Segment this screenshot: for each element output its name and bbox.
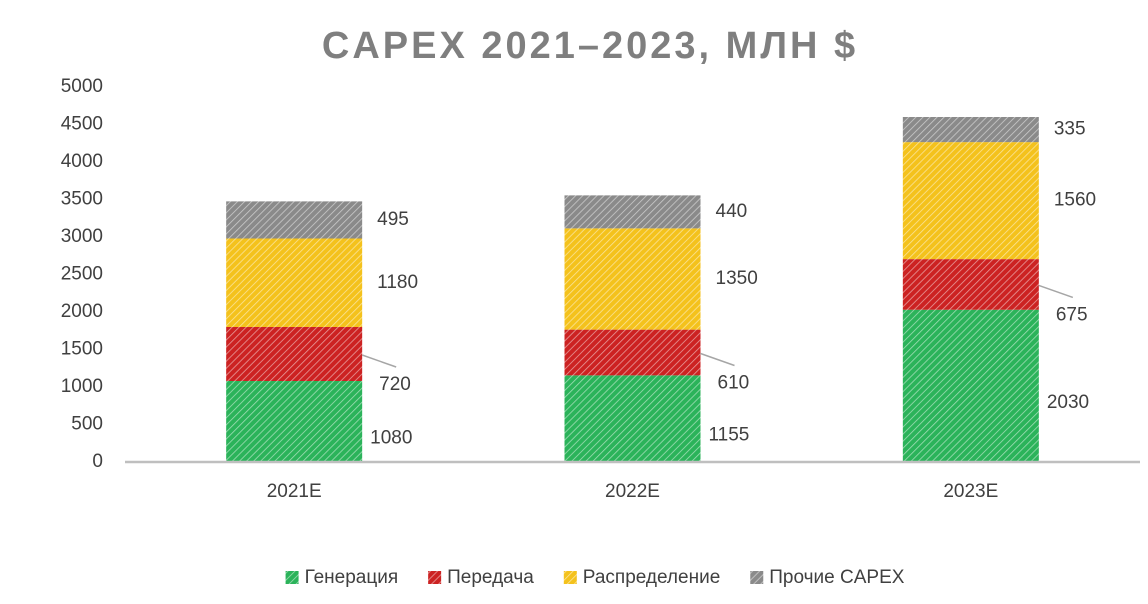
leader-line	[1038, 284, 1074, 299]
y-tick-label: 2000	[61, 301, 103, 322]
y-tick-label: 500	[71, 414, 103, 435]
y-tick-label: 1000	[61, 376, 103, 397]
data-label: 1560	[1054, 190, 1096, 211]
legend-swatch	[563, 571, 577, 584]
bar-segment	[564, 375, 701, 462]
legend-item: Передача	[428, 567, 534, 588]
legend-label: Прочие CAPEX	[769, 567, 904, 588]
legend-swatch	[750, 571, 764, 584]
bar-segment	[564, 329, 701, 376]
bar-segment	[902, 142, 1039, 260]
data-label: 1080	[370, 428, 412, 449]
legend-label: Генерация	[305, 567, 399, 588]
bar-segment	[226, 238, 363, 327]
y-tick-label: 3500	[61, 189, 103, 210]
bar-segment	[226, 201, 363, 239]
y-tick-label: 4000	[61, 151, 103, 172]
y-tick-label: 0	[92, 451, 103, 472]
data-label: 1155	[709, 425, 750, 446]
legend-label: Передача	[447, 567, 534, 588]
data-label: 335	[1054, 119, 1086, 140]
y-tick-label: 3000	[61, 226, 103, 247]
legend-item: Генерация	[285, 567, 399, 588]
x-tick-label: 2023E	[943, 481, 998, 502]
legend-swatch	[428, 571, 442, 584]
data-label: 1180	[377, 272, 418, 293]
bar-segment	[564, 195, 701, 229]
legend-swatch	[285, 571, 299, 584]
bar-segment	[902, 309, 1039, 462]
bar-segment	[226, 327, 363, 381]
y-tick-label: 4500	[61, 114, 103, 135]
bar-segment	[902, 117, 1039, 143]
y-tick-label: 2500	[61, 264, 103, 285]
leader-line	[700, 352, 735, 367]
x-tick-label: 2021E	[267, 481, 322, 502]
chart-title: CAPEX 2021–2023, МЛН $	[322, 25, 858, 67]
legend-item: Прочие CAPEX	[750, 567, 905, 588]
bar-segment	[902, 259, 1039, 310]
data-label: 675	[1056, 304, 1088, 325]
data-label: 610	[718, 373, 750, 394]
bar-segment	[226, 381, 363, 462]
data-label: 720	[379, 374, 411, 395]
data-label: 2030	[1047, 392, 1089, 413]
legend-item: Распределение	[563, 567, 720, 588]
y-tick-label: 1500	[61, 339, 103, 360]
data-label: 440	[716, 201, 748, 222]
data-label: 495	[377, 209, 409, 230]
x-tick-label: 2022E	[605, 481, 660, 502]
legend-label: Распределение	[583, 567, 720, 588]
data-label: 1350	[716, 268, 758, 289]
leader-line	[361, 354, 397, 368]
y-tick-label: 5000	[61, 76, 103, 97]
bar-segment	[564, 228, 701, 330]
